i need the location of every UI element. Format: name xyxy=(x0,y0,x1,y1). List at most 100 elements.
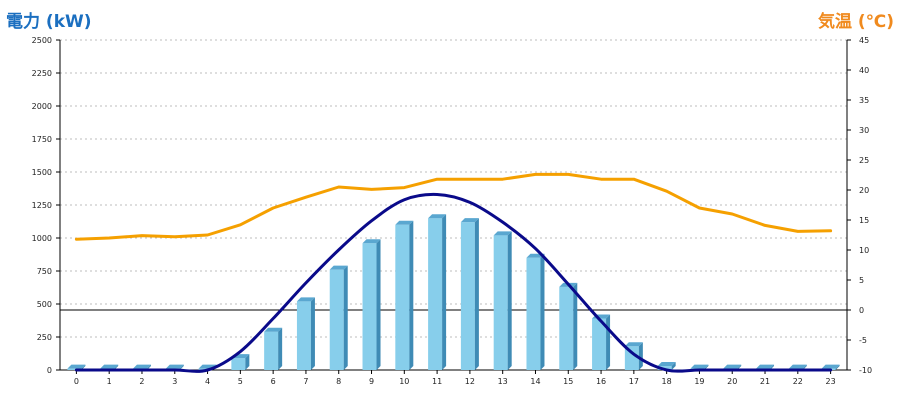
bar-top xyxy=(624,342,643,347)
bar-side xyxy=(507,231,512,370)
bar-front xyxy=(526,257,541,370)
power-bar xyxy=(460,218,479,370)
x-tick-label: 15 xyxy=(563,377,573,386)
bar-side xyxy=(606,314,611,370)
power-bar xyxy=(624,342,643,370)
right-tick-label: 30 xyxy=(859,126,869,135)
x-axis: 0 1 2 3 4 5 6 7 8 9 10 11 12 13 14 15 16 17 18 19 20 21 22 23 xyxy=(60,369,847,386)
left-tick-label: 250 xyxy=(37,333,52,342)
x-tick-label: 5 xyxy=(238,377,243,386)
bar-front xyxy=(329,269,344,370)
x-tick-label: 10 xyxy=(399,377,409,386)
bar-top xyxy=(264,327,283,332)
left-tick-label: 1000 xyxy=(32,234,52,243)
x-tick-label: 21 xyxy=(760,377,770,386)
right-tick-label: 45 xyxy=(859,36,869,45)
bar-front xyxy=(296,301,311,370)
bar-front xyxy=(460,222,475,370)
bar-top xyxy=(756,364,775,369)
bar-side xyxy=(278,327,283,370)
bar-front xyxy=(592,318,607,370)
x-tick-label: 12 xyxy=(465,377,475,386)
x-tick-label: 19 xyxy=(694,377,704,386)
bar-front xyxy=(67,368,82,370)
x-tick-label: 9 xyxy=(369,377,374,386)
bar-side xyxy=(409,220,414,370)
right-tick-label: 20 xyxy=(859,186,869,195)
right-tick-label: 10 xyxy=(859,246,869,255)
bar-top xyxy=(821,364,840,369)
right-tick-label: -5 xyxy=(859,336,867,345)
bar-side xyxy=(343,265,348,370)
x-tick-label: 16 xyxy=(596,377,606,386)
temperature-line-group xyxy=(74,172,833,241)
bar-front xyxy=(231,358,246,370)
x-tick-label: 7 xyxy=(303,377,308,386)
power-bar xyxy=(264,327,283,370)
right-tick-label: 35 xyxy=(859,96,869,105)
right-tick-label: 40 xyxy=(859,66,869,75)
right-tick-label: 15 xyxy=(859,216,869,225)
x-tick-label: 14 xyxy=(530,377,540,386)
bar-top xyxy=(723,364,742,369)
bar-side xyxy=(573,282,578,370)
bar-top xyxy=(460,218,479,223)
right-axis-title: 気温 (℃) xyxy=(817,12,894,32)
right-tick-label: -10 xyxy=(859,366,872,375)
x-tick-label: 11 xyxy=(432,377,442,386)
bar-front xyxy=(624,346,639,370)
x-tick-label: 6 xyxy=(271,377,276,386)
bar-top xyxy=(395,220,414,225)
bar-top xyxy=(296,297,315,302)
bar-front xyxy=(428,218,443,370)
left-axis-title: 電力 (kW) xyxy=(6,12,92,32)
bar-top xyxy=(493,231,512,236)
right-tick-label: 5 xyxy=(859,276,864,285)
x-tick-label: 13 xyxy=(498,377,508,386)
power-bar xyxy=(362,239,381,370)
power-bar xyxy=(526,253,545,370)
left-tick-label: 1250 xyxy=(32,201,52,210)
power-curve-line-group xyxy=(74,192,833,373)
bar-top xyxy=(132,364,151,369)
bar-front xyxy=(559,286,574,370)
bar-side xyxy=(376,239,381,370)
bar-top xyxy=(67,364,86,369)
bar-top xyxy=(428,214,447,219)
x-tick-label: 18 xyxy=(662,377,672,386)
bar-top xyxy=(362,239,381,244)
x-tick-label: 22 xyxy=(793,377,803,386)
right-axis: -10 -5 0 5 10 15 20 25 30 35 40 45 xyxy=(846,36,872,375)
power-bar xyxy=(329,265,348,370)
left-tick-label: 750 xyxy=(37,267,52,276)
bar-side xyxy=(638,342,643,370)
left-tick-label: 2500 xyxy=(32,36,52,45)
bar-top xyxy=(165,364,184,369)
right-tick-label: 25 xyxy=(859,156,869,165)
power-curve-line xyxy=(74,192,833,373)
bar-side xyxy=(671,362,676,370)
power-bar xyxy=(559,282,578,370)
bar-side xyxy=(179,364,184,370)
left-tick-label: 2250 xyxy=(32,69,52,78)
x-tick-label: 1 xyxy=(107,377,112,386)
right-tick-label: 0 xyxy=(859,306,864,315)
x-tick-label: 23 xyxy=(826,377,836,386)
bar-top xyxy=(657,362,676,367)
temperature-line xyxy=(74,172,833,241)
left-axis: 0 250 500 750 1000 1250 1500 1750 2000 2250 2500 xyxy=(32,36,61,375)
bar-side xyxy=(310,297,315,370)
bar-front xyxy=(264,331,279,370)
power-bar xyxy=(493,231,512,370)
left-tick-label: 0 xyxy=(47,366,52,375)
power-bar xyxy=(395,220,414,370)
bar-top xyxy=(100,364,119,369)
x-tick-label: 3 xyxy=(172,377,177,386)
power-bar xyxy=(428,214,447,370)
bar-top xyxy=(690,364,709,369)
x-tick-label: 0 xyxy=(74,377,79,386)
left-tick-label: 1750 xyxy=(32,135,52,144)
left-tick-label: 1500 xyxy=(32,168,52,177)
bar-side xyxy=(540,253,545,370)
